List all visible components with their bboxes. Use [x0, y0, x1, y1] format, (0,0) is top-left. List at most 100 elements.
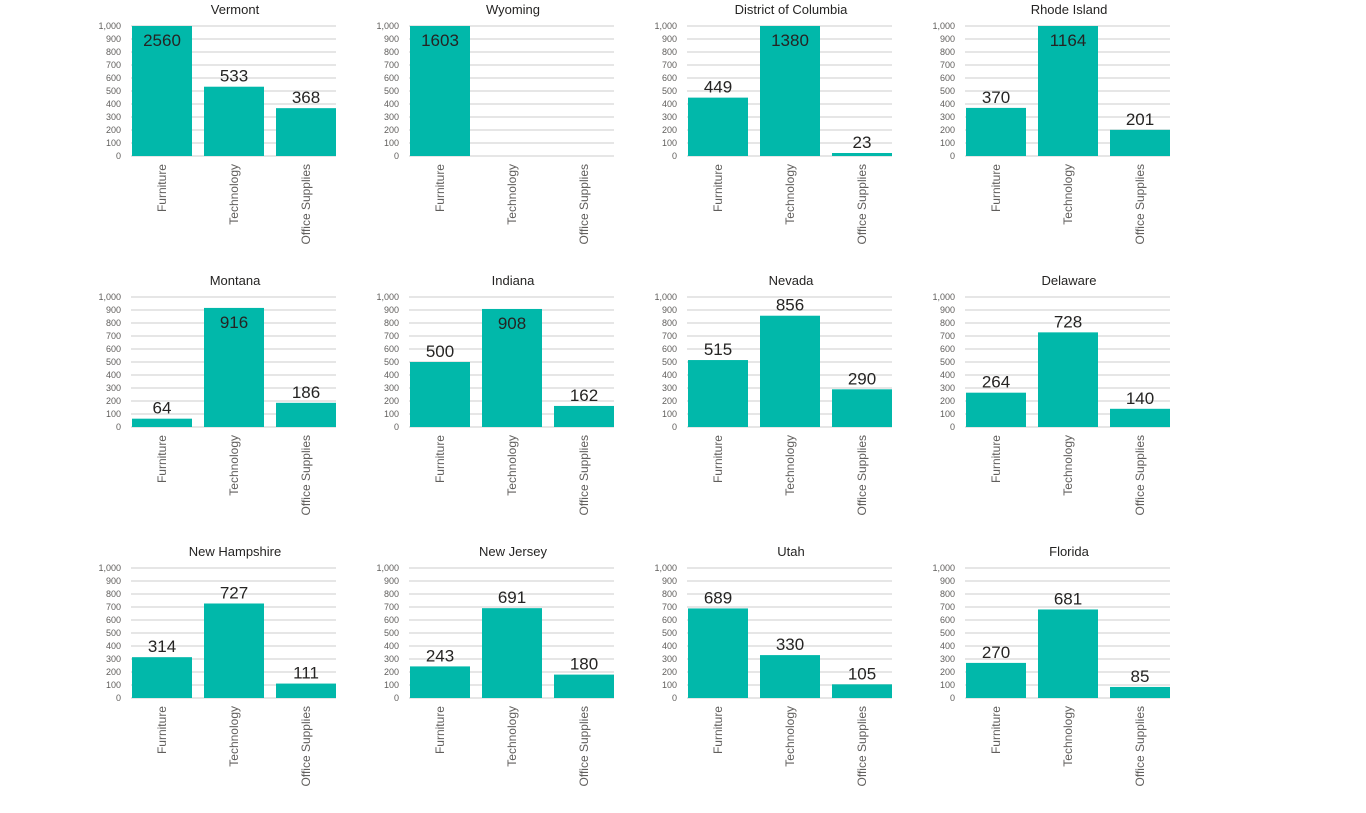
y-tick-label: 600: [384, 344, 399, 354]
y-tick-label: 800: [106, 589, 121, 599]
bar-plot: 0 100 200 300 400 500 600 700 800 900 1,000 689 Furn…: [654, 563, 892, 787]
y-tick-label: 100: [662, 409, 677, 419]
y-tick-label: 300: [940, 654, 955, 664]
bar-furniture[interactable]: [410, 362, 470, 427]
bar-technology[interactable]: [760, 315, 820, 427]
x-category-label: Furniture: [433, 435, 447, 483]
data-label: 368: [292, 88, 320, 107]
y-tick-label: 400: [106, 641, 121, 651]
bar-furniture[interactable]: [688, 608, 748, 698]
y-tick-label: 300: [384, 383, 399, 393]
bar-furniture[interactable]: [410, 26, 470, 156]
chart-panel: Nevada 0 100 200 300 400 500 600 700 800 900 1,000 5…: [649, 271, 909, 542]
y-tick-label: 300: [940, 112, 955, 122]
bar-office-supplies[interactable]: [1110, 129, 1170, 156]
bar-technology[interactable]: [204, 86, 264, 156]
bar-plot: 0 100 200 300 400 500 600 700 800 900 1,000 500 Furn…: [376, 292, 614, 516]
chart-panel: Rhode Island 0 100 200 300 400 500 600 700 800 900…: [927, 0, 1187, 271]
bar-office-supplies[interactable]: [832, 153, 892, 156]
x-category-label: Office Supplies: [577, 164, 591, 245]
bar-furniture[interactable]: [132, 657, 192, 698]
bar-office-supplies[interactable]: [832, 389, 892, 427]
bar-office-supplies[interactable]: [276, 683, 336, 698]
y-tick-label: 1,000: [376, 563, 399, 573]
y-tick-label: 700: [940, 602, 955, 612]
bar-office-supplies[interactable]: [1110, 408, 1170, 427]
bar-furniture[interactable]: [688, 97, 748, 156]
y-tick-label: 400: [662, 99, 677, 109]
x-category-label: Furniture: [711, 706, 725, 754]
bar-furniture[interactable]: [966, 107, 1026, 156]
bar-plot: 0 100 200 300 400 500 600 700 800 900 1,000 243 Furn…: [376, 563, 614, 787]
y-tick-label: 0: [672, 422, 677, 432]
data-label: 500: [426, 342, 454, 361]
y-tick-label: 0: [950, 422, 955, 432]
y-tick-label: 300: [940, 383, 955, 393]
bar-furniture[interactable]: [132, 26, 192, 156]
y-tick-label: 500: [662, 628, 677, 638]
y-tick-label: 0: [950, 693, 955, 703]
data-label: 449: [704, 78, 732, 97]
data-label: 64: [153, 399, 172, 418]
y-tick-label: 1,000: [98, 21, 121, 31]
bar-technology[interactable]: [482, 308, 542, 427]
y-tick-label: 900: [662, 305, 677, 315]
y-tick-label: 100: [940, 409, 955, 419]
data-label: 105: [848, 664, 876, 683]
y-tick-label: 1,000: [654, 563, 677, 573]
bar-furniture[interactable]: [966, 392, 1026, 427]
y-tick-label: 0: [116, 693, 121, 703]
bar-technology[interactable]: [1038, 609, 1098, 698]
x-category-label: Furniture: [989, 164, 1003, 212]
bar-plot: 0 100 200 300 400 500 600 700 800 900 1,000 515 Furn…: [654, 292, 892, 516]
data-label: 270: [982, 643, 1010, 662]
bar-plot: 0 100 200 300 400 500 600 700 800 900 1,000 1603 Fur…: [376, 21, 614, 245]
x-category-label: Office Supplies: [299, 435, 313, 516]
bar-technology[interactable]: [760, 26, 820, 156]
y-tick-label: 600: [940, 73, 955, 83]
panel-title: Montana: [209, 273, 261, 288]
y-tick-label: 700: [662, 602, 677, 612]
y-tick-label: 900: [106, 305, 121, 315]
bar-office-supplies[interactable]: [554, 674, 614, 698]
bar-office-supplies[interactable]: [1110, 686, 1170, 698]
x-category-label: Office Supplies: [1133, 435, 1147, 516]
bar-technology[interactable]: [760, 655, 820, 698]
bar-furniture[interactable]: [410, 666, 470, 698]
y-tick-label: 1,000: [98, 292, 121, 302]
y-tick-label: 1,000: [932, 292, 955, 302]
bar-technology[interactable]: [1038, 26, 1098, 156]
chart-panel: Vermont 0 100 200 300 400 500 600 700 800 900 1,000…: [93, 0, 353, 271]
y-tick-label: 500: [384, 628, 399, 638]
y-tick-label: 500: [106, 86, 121, 96]
bar-office-supplies[interactable]: [276, 108, 336, 156]
y-tick-label: 0: [116, 422, 121, 432]
x-category-label: Technology: [227, 435, 241, 496]
bar-technology[interactable]: [204, 603, 264, 698]
bar-technology[interactable]: [204, 307, 264, 427]
y-tick-label: 700: [384, 331, 399, 341]
bar-office-supplies[interactable]: [276, 402, 336, 427]
y-tick-label: 400: [384, 641, 399, 651]
y-tick-label: 900: [940, 34, 955, 44]
y-tick-label: 200: [106, 667, 121, 677]
y-tick-label: 1,000: [376, 21, 399, 31]
data-label: 140: [1126, 389, 1154, 408]
bar-office-supplies[interactable]: [832, 684, 892, 698]
y-tick-label: 600: [106, 615, 121, 625]
x-category-label: Technology: [505, 164, 519, 225]
data-label: 533: [220, 67, 248, 86]
bar-furniture[interactable]: [966, 662, 1026, 698]
y-tick-label: 300: [106, 112, 121, 122]
y-tick-label: 500: [662, 357, 677, 367]
panel-title: Indiana: [491, 273, 535, 288]
y-tick-label: 0: [394, 693, 399, 703]
bar-furniture[interactable]: [132, 418, 192, 427]
bar-technology[interactable]: [482, 608, 542, 698]
bar-furniture[interactable]: [688, 360, 748, 427]
bar-technology[interactable]: [1038, 332, 1098, 427]
y-tick-label: 600: [106, 344, 121, 354]
y-tick-label: 500: [384, 357, 399, 367]
y-tick-label: 100: [384, 409, 399, 419]
bar-office-supplies[interactable]: [554, 405, 614, 427]
